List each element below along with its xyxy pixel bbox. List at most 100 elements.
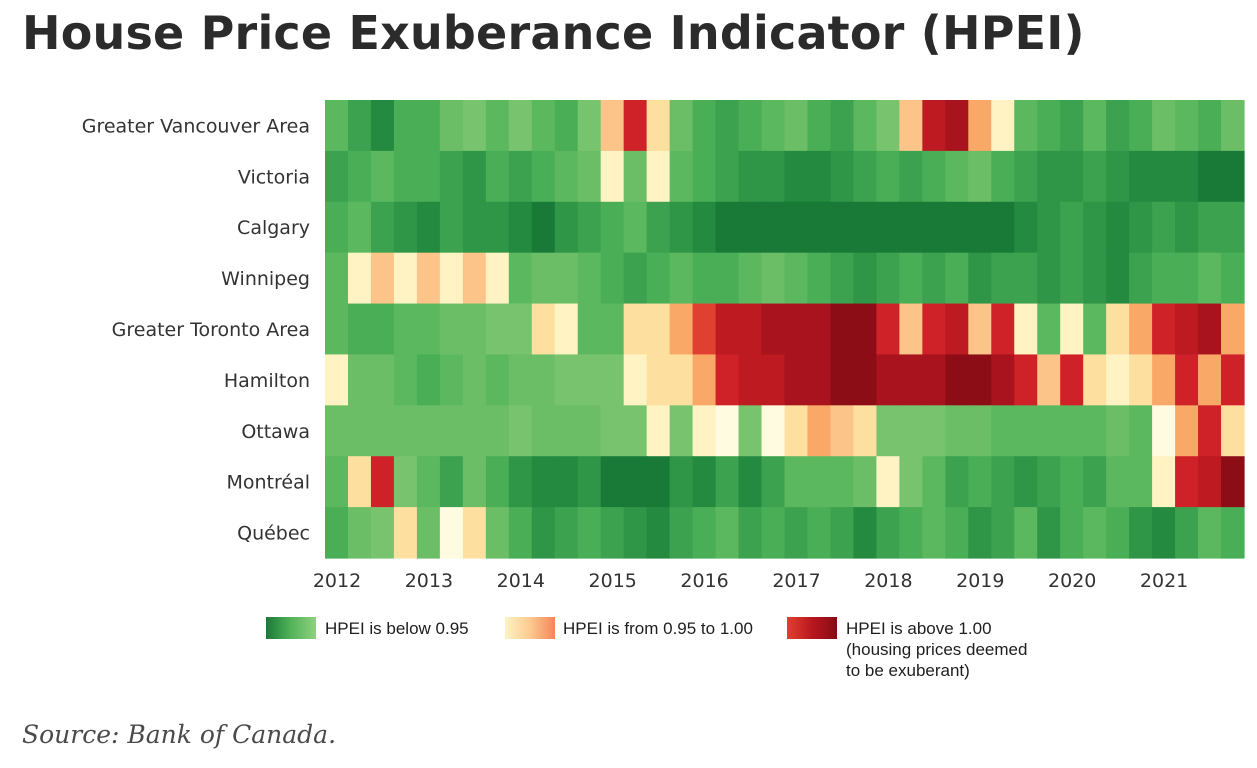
heatmap-cell: [462, 201, 487, 254]
heatmap-cell: [899, 303, 923, 356]
heatmap-cell: [968, 100, 992, 152]
heatmap-cell: [1198, 507, 1222, 559]
heatmap-cell: [692, 201, 717, 254]
heatmap-cell: [462, 150, 487, 203]
heatmap-cell: [922, 150, 946, 203]
heatmap-cell: [784, 150, 809, 203]
year-tick-label: 2019: [956, 570, 1004, 592]
heatmap-cell: [1152, 100, 1176, 152]
heatmap-cell: [623, 150, 648, 203]
heatmap-cell: [577, 507, 602, 559]
heatmap-cell: [416, 405, 441, 457]
legend-label-below: HPEI is below 0.95: [325, 619, 469, 638]
heatmap-cell: [853, 252, 878, 305]
heatmap-cell: [761, 303, 786, 356]
heatmap-cell: [416, 100, 441, 152]
heatmap-cell: [485, 201, 510, 254]
heatmap-cell: [1083, 150, 1107, 203]
heatmap-cell: [1221, 201, 1245, 254]
heatmap-cell: [830, 100, 855, 152]
heatmap-cell: [899, 201, 923, 254]
heatmap-cell: [876, 354, 900, 406]
year-tick-label: 2017: [772, 570, 820, 592]
heatmap-cell: [991, 354, 1015, 406]
heatmap-cell: [439, 150, 464, 203]
heatmap-cell: [1106, 354, 1130, 406]
year-tick-label: 2013: [405, 570, 453, 592]
heatmap-cell: [1152, 507, 1176, 559]
heatmap-cell: [830, 150, 855, 203]
heatmap-cell: [1175, 100, 1199, 152]
heatmap-cell: [1106, 100, 1130, 152]
heatmap-cell: [439, 456, 464, 508]
heatmap-cell: [1152, 405, 1176, 457]
row-label: Victoria: [238, 166, 310, 188]
year-tick-label: 2016: [680, 570, 728, 592]
heatmap-cell: [646, 456, 671, 508]
heatmap-cell: [347, 405, 372, 457]
heatmap-cell: [554, 405, 579, 457]
heatmap-cell: [1037, 100, 1061, 152]
heatmap-cell: [715, 252, 740, 305]
heatmap-cell: [646, 405, 671, 457]
source-note: Source: Bank of Canada.: [22, 720, 337, 749]
heatmap-cell: [761, 405, 786, 457]
heatmap-cell: [439, 507, 464, 559]
heatmap-cell: [922, 354, 946, 406]
heatmap-cell: [508, 405, 533, 457]
heatmap-cell: [945, 100, 969, 152]
heatmap-cell: [554, 303, 579, 356]
heatmap-cell: [1037, 303, 1061, 356]
heatmap-cell: [600, 201, 625, 254]
heatmap-cell: [531, 100, 556, 152]
heatmap-cell: [945, 201, 969, 254]
heatmap-cell: [325, 507, 349, 559]
heatmap-cell: [462, 456, 487, 508]
heatmap-cell: [600, 100, 625, 152]
heatmap-cell: [692, 456, 717, 508]
heatmap-cell: [1198, 150, 1222, 203]
heatmap-cell: [761, 201, 786, 254]
heatmap-cell: [1014, 252, 1038, 305]
heatmap-cell: [738, 354, 763, 406]
heatmap-cell: [485, 252, 510, 305]
heatmap-cell: [922, 405, 946, 457]
heatmap-cell: [1129, 252, 1153, 305]
heatmap-cell: [991, 456, 1015, 508]
heatmap-cell: [577, 456, 602, 508]
heatmap-cell: [1129, 100, 1153, 152]
heatmap-cell: [1014, 507, 1038, 559]
heatmap-cell: [531, 456, 556, 508]
heatmap-cell: [1129, 456, 1153, 508]
heatmap-cell: [554, 150, 579, 203]
heatmap-cell: [853, 354, 878, 406]
heatmap-cell: [922, 507, 946, 559]
heatmap-cell: [347, 201, 372, 254]
heatmap-cell: [807, 100, 832, 152]
heatmap-cell: [325, 456, 349, 508]
heatmap-cell: [600, 405, 625, 457]
heatmap-cell: [1037, 150, 1061, 203]
heatmap-cell: [439, 354, 464, 406]
heatmap-cell: [485, 456, 510, 508]
heatmap-cell: [347, 252, 372, 305]
heatmap-cell: [991, 507, 1015, 559]
heatmap-cell: [991, 405, 1015, 457]
year-tick-label: 2015: [589, 570, 637, 592]
heatmap-cell: [439, 252, 464, 305]
heatmap-cell: [416, 252, 441, 305]
heatmap-cell: [968, 201, 992, 254]
row-label: Montréal: [226, 472, 310, 494]
heatmap-cell: [692, 100, 717, 152]
legend-label-between: HPEI is from 0.95 to 1.00: [563, 619, 753, 638]
heatmap-cell: [1060, 303, 1084, 356]
year-tick-label: 2014: [497, 570, 545, 592]
heatmap-cell: [347, 354, 372, 406]
heatmap-cell: [1152, 201, 1176, 254]
heatmap-cell: [945, 303, 969, 356]
heatmap-cell: [1083, 456, 1107, 508]
heatmap-cell: [623, 354, 648, 406]
heatmap-cell: [325, 354, 349, 406]
heatmap-cell: [393, 150, 418, 203]
year-tick-label: 2018: [864, 570, 912, 592]
